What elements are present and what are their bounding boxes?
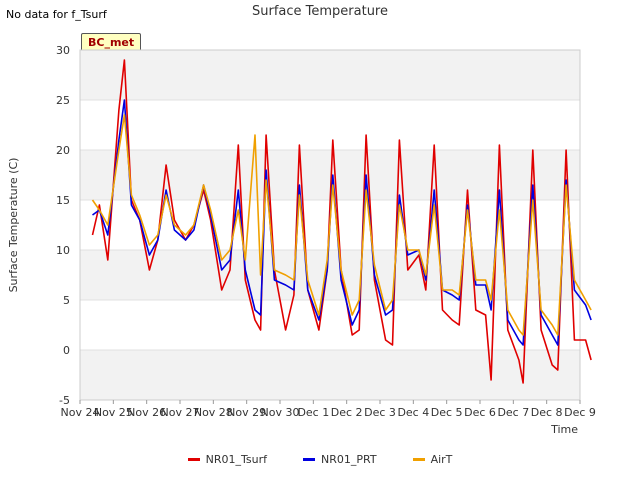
grid-band [80,250,580,300]
y-tick-label: 25 [56,94,70,107]
x-tick-label: Nov 29 [227,406,266,419]
y-tick-label: -5 [59,394,70,407]
legend-label-airt: AirT [430,453,453,466]
x-tick-label: Nov 25 [94,406,133,419]
x-tick-label: Nov 24 [61,406,100,419]
y-tick-label: 10 [56,244,70,257]
x-tick-label: Dec 7 [497,406,529,419]
legend: NR01_Tsurf NR01_PRT AirT [0,453,640,466]
y-tick-label: 15 [56,194,70,207]
x-tick-label: Nov 26 [127,406,166,419]
x-tick-label: Dec 3 [364,406,396,419]
y-tick-label: 5 [63,294,70,307]
legend-item-nr01-prt: NR01_PRT [302,453,377,466]
series-line-nr01-prt [92,99,592,346]
chart-title: Surface Temperature [251,4,388,19]
x-tick-label: Nov 30 [261,406,300,419]
x-tick-label: Dec 4 [397,406,429,419]
y-tick-label: 30 [56,44,70,57]
y-tick-label: 0 [63,344,70,357]
x-tick-label: Dec 9 [564,406,596,419]
x-tick-label: Dec 6 [464,406,496,419]
legend-swatch-nr01-prt [302,458,315,461]
series-lines [91,59,592,384]
x-tick-label: Dec 2 [331,406,363,419]
x-tick-label: Nov 27 [161,406,200,419]
x-tick-label: Dec 8 [531,406,563,419]
legend-item-nr01-tsurf: NR01_Tsurf [187,453,267,466]
x-tick-label: Dec 1 [297,406,329,419]
x-tick-label: Nov 28 [194,406,233,419]
y-axis: -5 0 5 10 15 20 25 30 [56,44,70,407]
legend-label-nr01-tsurf: NR01_Tsurf [205,453,267,466]
y-axis-title: Surface Temperature (C) [7,158,20,293]
legend-label-nr01-prt: NR01_PRT [320,453,377,466]
grid-band [80,100,580,150]
grid-band [80,300,580,350]
y-tick-label: 20 [56,144,70,157]
station-badge: BC_met [81,33,142,52]
grid-band [80,50,580,100]
legend-item-airt: AirT [412,453,453,466]
series-line-airt [91,114,592,336]
x-tick-label: Dec 5 [431,406,463,419]
plot-frame [79,49,581,401]
grid-band [80,350,580,400]
legend-swatch-airt [412,458,425,461]
x-axis-title: Time [550,423,578,436]
legend-swatch-nr01-tsurf [187,458,200,461]
no-data-note: No data for f_Tsurf [6,8,107,21]
